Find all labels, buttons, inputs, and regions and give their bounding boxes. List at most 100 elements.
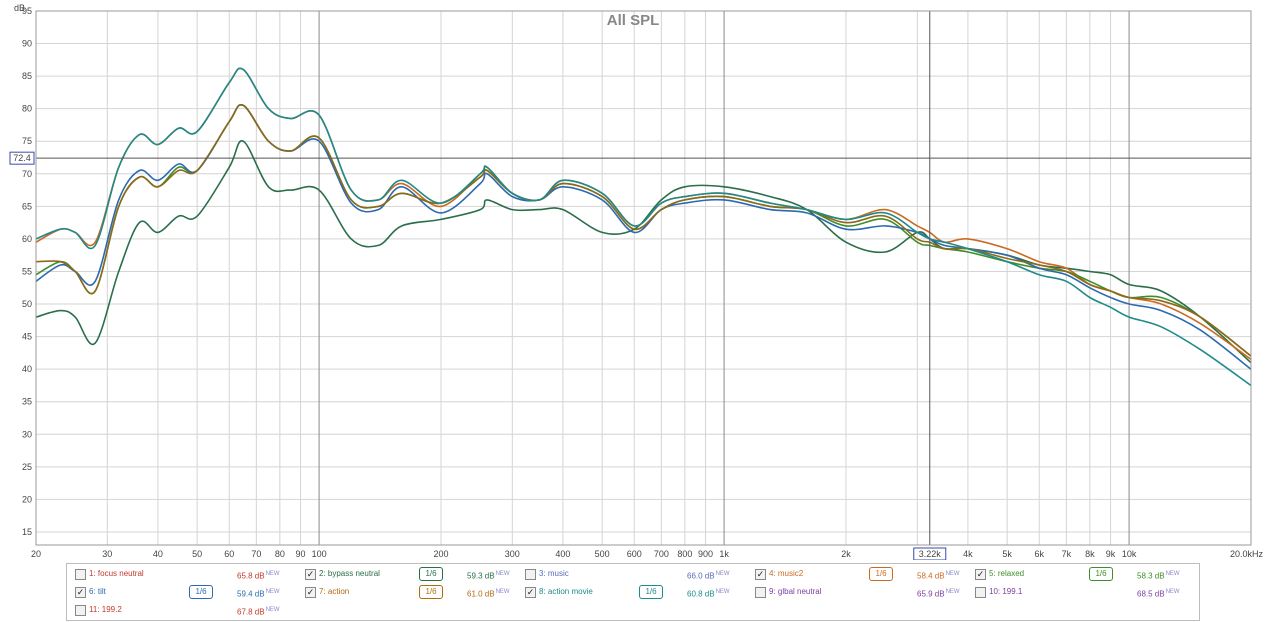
y-tick-label: 20 <box>22 494 32 504</box>
legend-item[interactable]: 1: focus neutral 65.8 dBNEW <box>67 565 297 583</box>
y-axis-label: dB <box>14 3 25 13</box>
legend-checkbox[interactable] <box>75 605 86 616</box>
legend-checkbox[interactable]: ✓ <box>755 569 766 580</box>
legend-checkbox[interactable]: ✓ <box>975 569 986 580</box>
legend-label: 7: action <box>319 587 350 596</box>
cursor[interactable]: 72.4 3.22k <box>9 11 1251 560</box>
legend-label: 11: 199.2 <box>89 605 122 614</box>
y-tick-label: 35 <box>22 397 32 407</box>
x-tick-label: 900 <box>698 549 713 559</box>
x-tick-label: 20 <box>31 549 41 559</box>
x-tick-label: 5k <box>1002 549 1012 559</box>
legend-checkbox[interactable]: ✓ <box>75 587 86 598</box>
x-tick-label: 400 <box>555 549 570 559</box>
y-tick-label: 45 <box>22 332 32 342</box>
x-axis: 20 30 40 50 60 70 80 90 100 200 300 400 500 600 700 800… <box>31 549 1263 559</box>
y-tick-label: 60 <box>22 234 32 244</box>
series-line-3 <box>35 103 1252 357</box>
legend-value: 68.5 dBNEW <box>1137 589 1180 599</box>
smoothing-button[interactable]: 1/6 <box>419 567 443 581</box>
y-tick-label: 70 <box>22 169 32 179</box>
x-tick-label: 500 <box>595 549 610 559</box>
x-tick-label: 1k <box>719 549 729 559</box>
legend-label: 2: bypass neutral <box>319 569 380 578</box>
cursor-x-readout: 3.22k <box>919 549 942 559</box>
new-badge: NEW <box>265 571 280 577</box>
x-tick-label: 10k <box>1122 549 1137 559</box>
legend-label: 3: music <box>539 569 569 578</box>
legend-item[interactable]: ✓ 8: action movie 1/6 60.8 dBNEW <box>517 583 747 601</box>
y-tick-label: 30 <box>22 429 32 439</box>
legend-item[interactable]: ✓ 5: relaxed 1/6 58.3 dBNEW <box>967 565 1197 583</box>
legend-label: 1: focus neutral <box>89 569 144 578</box>
smoothing-button[interactable]: 1/6 <box>189 585 213 599</box>
x-tick-label: 300 <box>505 549 520 559</box>
legend-value: 65.8 dBNEW <box>237 571 280 581</box>
x-tick-label: 200 <box>433 549 448 559</box>
legend-label: 8: action movie <box>539 587 593 596</box>
legend-value: 67.8 dBNEW <box>237 607 280 617</box>
legend-label: 4: music2 <box>769 569 804 578</box>
new-badge: NEW <box>495 571 510 577</box>
legend-checkbox[interactable] <box>755 587 766 598</box>
grid <box>35 10 1252 545</box>
legend-item[interactable]: ✓ 6: tilt 1/6 59.4 dBNEW <box>67 583 297 601</box>
legend-item[interactable]: 3: music 66.0 dBNEW <box>517 565 747 583</box>
legend-checkbox[interactable] <box>525 569 536 580</box>
new-badge: NEW <box>1165 571 1180 577</box>
new-badge: NEW <box>265 607 280 613</box>
legend-value: 60.8 dBNEW <box>687 589 730 599</box>
smoothing-button[interactable]: 1/6 <box>639 585 663 599</box>
y-tick-label: 80 <box>22 104 32 114</box>
y-tick-label: 55 <box>22 266 32 276</box>
cursor-y-readout: 72.4 <box>13 153 31 163</box>
legend-item[interactable]: ✓ 2: bypass neutral 1/6 59.3 dBNEW <box>297 565 527 583</box>
new-badge: NEW <box>265 589 280 595</box>
legend-checkbox[interactable]: ✓ <box>525 587 536 598</box>
smoothing-button[interactable]: 1/6 <box>419 585 443 599</box>
series-line-6 <box>35 67 1252 387</box>
y-tick-label: 25 <box>22 462 32 472</box>
y-tick-label: 75 <box>22 136 32 146</box>
legend-value: 58.3 dBNEW <box>1137 571 1180 581</box>
x-tick-label: 30 <box>102 549 112 559</box>
series-line-2 <box>35 67 1252 361</box>
x-tick-label: 50 <box>192 549 202 559</box>
new-badge: NEW <box>945 589 960 595</box>
legend-checkbox[interactable]: ✓ <box>305 587 316 598</box>
x-tick-label: 600 <box>627 549 642 559</box>
new-badge: NEW <box>1165 589 1180 595</box>
legend-item[interactable]: ✓ 7: action 1/6 61.0 dBNEW <box>297 583 527 601</box>
legend-label: 10: 199.1 <box>989 587 1023 596</box>
smoothing-button[interactable]: 1/6 <box>869 567 893 581</box>
spl-chart[interactable]: 15 20 25 30 35 40 45 50 55 60 65 70 75 80 85 90 95 20 30 4… <box>0 0 1268 560</box>
y-tick-label: 50 <box>22 299 32 309</box>
new-badge: NEW <box>715 589 730 595</box>
legend-item[interactable]: 9: glbal neutral 65.9 dBNEW <box>747 583 977 601</box>
y-tick-label: 90 <box>22 39 32 49</box>
legend-item[interactable]: ✓ 4: music2 1/6 58.4 dBNEW <box>747 565 977 583</box>
legend-item[interactable]: 11: 199.2 67.8 dBNEW <box>67 601 297 619</box>
legend-label: 9: glbal neutral <box>769 587 822 596</box>
x-tick-label: 2k <box>841 549 851 559</box>
legend-panel: 1: focus neutral 65.8 dBNEW ✓ 2: bypass neu… <box>66 563 1200 621</box>
legend-checkbox[interactable] <box>75 569 86 580</box>
smoothing-button[interactable]: 1/6 <box>1089 567 1113 581</box>
series-lines <box>35 67 1252 387</box>
x-tick-label: 100 <box>312 549 327 559</box>
legend-item[interactable]: 10: 199.1 68.5 dBNEW <box>967 583 1197 601</box>
new-badge: NEW <box>495 589 510 595</box>
legend-checkbox[interactable]: ✓ <box>305 569 316 580</box>
legend-checkbox[interactable] <box>975 587 986 598</box>
cursor-y-readout-box <box>9 151 35 165</box>
new-badge: NEW <box>715 571 730 577</box>
y-axis: 15 20 25 30 35 40 45 50 55 60 65 70 75 80 85 90 95 <box>22 6 32 537</box>
legend-value: 65.9 dBNEW <box>917 589 960 599</box>
y-tick-label: 65 <box>22 201 32 211</box>
new-badge: NEW <box>945 571 960 577</box>
legend-label: 6: tilt <box>89 587 106 596</box>
y-tick-label: 85 <box>22 71 32 81</box>
x-tick-label: 8k <box>1085 549 1095 559</box>
x-tick-label: 60 <box>224 549 234 559</box>
legend-value: 58.4 dBNEW <box>917 571 960 581</box>
